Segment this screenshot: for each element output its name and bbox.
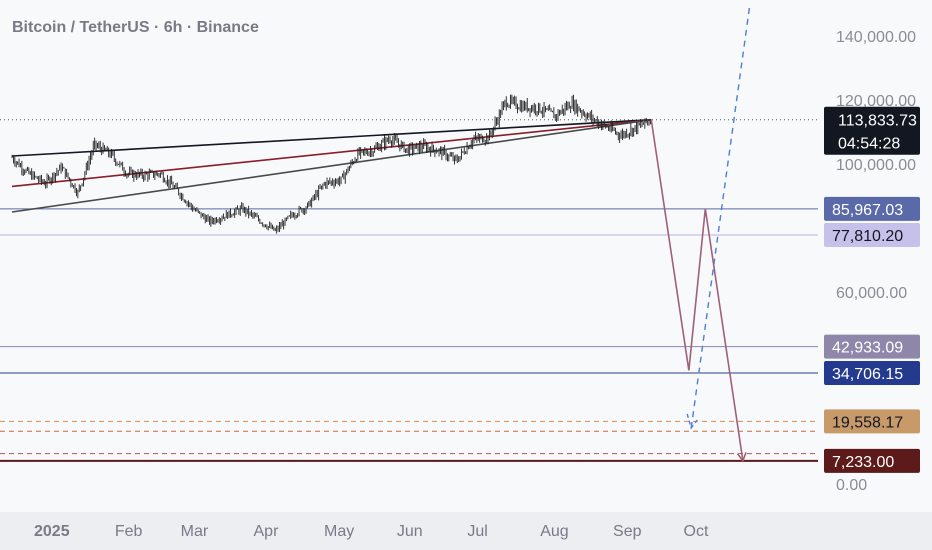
x-tick-label-6: Jul bbox=[467, 523, 487, 540]
x-tick-label-8: Sep bbox=[613, 523, 642, 540]
price-tag-label-1: 77,810.20 bbox=[832, 228, 903, 245]
x-tick-label-7: Aug bbox=[540, 523, 568, 540]
trend-lines bbox=[11, 118, 652, 213]
trend-line-2 bbox=[11, 118, 652, 213]
price-tag-7 bbox=[824, 448, 920, 473]
y-tick-label-1: 120,000.00 bbox=[836, 93, 916, 110]
projection-dashed-hook bbox=[686, 413, 698, 430]
price-axis[interactable]: 140,000.00 120,000.00 100,000.00 60,000.00 0… bbox=[836, 29, 916, 494]
projection-arrow-head bbox=[736, 452, 747, 463]
chart-title: Bitcoin / TetherUS · 6h · Binance bbox=[12, 19, 259, 36]
projection-paths bbox=[650, 3, 751, 463]
current-price-label: 113,833.73 bbox=[838, 113, 917, 130]
price-tag-3 bbox=[824, 360, 920, 385]
projection-dashed-line bbox=[690, 3, 751, 429]
price-tag-label-2: 42,933.09 bbox=[832, 340, 903, 357]
price-tag-label-0: 85,967.03 bbox=[832, 202, 903, 219]
time-axis-bar[interactable] bbox=[0, 512, 932, 550]
price-tag-1 bbox=[824, 223, 920, 248]
price-tag-2 bbox=[824, 334, 920, 359]
y-tick-label-0: 140,000.00 bbox=[836, 29, 916, 46]
x-tick-label-5: Jun bbox=[397, 523, 423, 540]
y-tick-label-2: 100,000.00 bbox=[836, 157, 916, 174]
current-price-tag bbox=[824, 106, 920, 155]
x-tick-label-9: Oct bbox=[684, 523, 709, 540]
trend-line-0 bbox=[12, 118, 652, 157]
projection-zigzag-line bbox=[650, 119, 744, 461]
x-tick-label-1: Feb bbox=[115, 523, 143, 540]
time-axis: 2025 Feb Mar Apr May Jun Jul Aug Sep Oct bbox=[34, 523, 709, 540]
price-candles bbox=[11, 94, 651, 234]
trend-line-1 bbox=[11, 118, 652, 188]
price-tags: 85,967.03 77,810.20 42,933.09 34,706.15 19,5… bbox=[824, 106, 920, 473]
price-tag-label-3: 34,706.15 bbox=[832, 366, 903, 383]
x-tick-label-2: Mar bbox=[181, 523, 209, 540]
price-tag-label-7: 7,233.00 bbox=[832, 454, 894, 471]
y-tick-label-3: 60,000.00 bbox=[836, 285, 907, 302]
price-tag-label-4: 19,558.17 bbox=[832, 414, 903, 431]
x-tick-label-4: May bbox=[324, 523, 354, 540]
x-tick-label-3: Apr bbox=[254, 523, 280, 540]
price-tag-0 bbox=[824, 196, 920, 221]
horizontal-levels bbox=[0, 208, 818, 462]
x-tick-label-0: 2025 bbox=[34, 523, 70, 540]
countdown-label: 04:54:28 bbox=[838, 136, 900, 153]
price-tag-4 bbox=[824, 409, 920, 434]
y-tick-label-4: 0.00 bbox=[836, 477, 867, 494]
